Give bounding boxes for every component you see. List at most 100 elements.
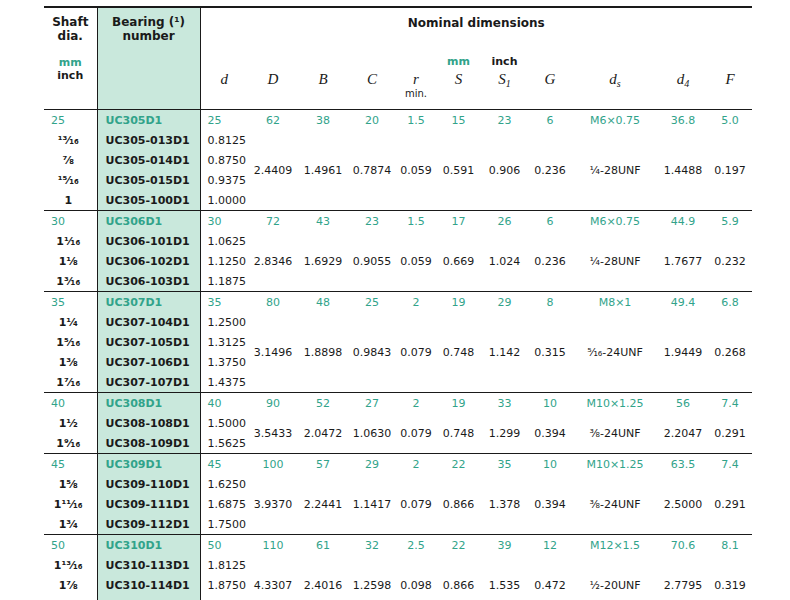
mm-value-S1: 33 (481, 393, 528, 414)
mm-value-F: 7.4 (708, 393, 752, 414)
mm-value-S1: 35 (481, 454, 528, 475)
d-inch-value: 1.5000 (200, 413, 248, 433)
bearing-series: UC307D1 (97, 292, 200, 313)
shaft-inch-value: 1¹⁄₁₆ (44, 231, 97, 251)
col-letter: G (545, 71, 556, 87)
mm-value-S: 17 (436, 211, 481, 232)
mm-value-ds: M10×1.25 (572, 454, 658, 475)
mm-value-B: 61 (298, 535, 348, 556)
mm-value-r: 2.5 (396, 535, 436, 556)
inch-value-G: 0.236 (528, 130, 572, 211)
shaft-inch-value: 1¹⁄₂ (44, 413, 97, 433)
mm-value-S1: 26 (481, 211, 528, 232)
mm-value-B: 52 (298, 393, 348, 414)
inch-value-F: 0.232 (708, 231, 752, 292)
mm-value-G: 10 (528, 393, 572, 414)
inch-value-d4: 2.7795 (658, 555, 708, 600)
inch-value-G: 0.394 (528, 413, 572, 454)
inch-row: 1⁵⁄₈UC309-110D11.62503.93702.24411.14170… (44, 474, 752, 494)
unit-mm-over-S: mm (436, 50, 481, 69)
mm-value-d4: 63.5 (658, 454, 708, 475)
inch-value-r: 0.059 (396, 231, 436, 292)
col-letter-B: B (298, 69, 348, 110)
inch-value-S: 0.866 (436, 474, 481, 535)
inch-value-G: 0.236 (528, 231, 572, 292)
col-letter-d: d (200, 69, 248, 110)
bearing-number: UC305-100D1 (97, 190, 200, 211)
col-letter-d4: d4 (658, 69, 708, 110)
inch-value-r: 0.079 (396, 474, 436, 535)
inch-value-S1: 0.906 (481, 130, 528, 211)
spacer (572, 50, 658, 69)
mm-value-F: 5.0 (708, 110, 752, 131)
inch-value-C: 0.9843 (348, 312, 396, 393)
mm-value-S: 22 (436, 454, 481, 475)
inch-value-d4: 2.2047 (658, 413, 708, 454)
bearing-number: UC310-115D1 (97, 595, 200, 600)
mm-value-d4: 36.8 (658, 110, 708, 131)
d-inch-value: 1.3750 (200, 352, 248, 372)
spacer (396, 50, 436, 69)
inch-value-C: 1.1417 (348, 474, 396, 535)
inch-value-S1: 1.142 (481, 312, 528, 393)
mm-row: 40UC308D1409052272193310M10×1.25567.4 (44, 393, 752, 414)
shaft-mm-value: 30 (44, 211, 97, 232)
bearing-number: UC310-114D1 (97, 575, 200, 595)
inch-value-d4: 1.7677 (658, 231, 708, 292)
mm-value-D: 80 (248, 292, 298, 313)
spacer (348, 50, 396, 69)
mm-value-ds: M6×0.75 (572, 211, 658, 232)
d-inch-value: 0.9375 (200, 170, 248, 190)
inch-value-ds: ¹⁄₄-28UNF (572, 231, 658, 292)
inch-value-ds: ¹⁄₂-20UNF (572, 555, 658, 600)
shaft-inch-value: 1¹⁄₈ (44, 251, 97, 271)
mm-value-ds: M12×1.5 (572, 535, 658, 556)
d-inch-value: 1.2500 (200, 312, 248, 332)
col-letter-G: G (528, 69, 572, 110)
spacer (248, 50, 298, 69)
inch-row: 1¹⁄₄UC307-104D11.25003.14961.88980.98430… (44, 312, 752, 332)
mm-value-r: 1.5 (396, 110, 436, 131)
mm-value-C: 29 (348, 454, 396, 475)
mm-value-D: 62 (248, 110, 298, 131)
inch-value-r: 0.079 (396, 312, 436, 393)
inch-value-S: 0.748 (436, 312, 481, 393)
col-letter: C (367, 71, 377, 87)
col-letter-S1: S1 (481, 69, 528, 110)
bearing-number: UC307-104D1 (97, 312, 200, 332)
inch-row: ¹³⁄₁₆UC305-013D10.81252.44091.49610.7874… (44, 130, 752, 150)
mm-row: 30UC306D1307243231.517266M6×0.7544.95.9 (44, 211, 752, 232)
d-inch-value: 1.7500 (200, 514, 248, 535)
col-letter-D: D (248, 69, 298, 110)
inch-value-C: 0.7874 (348, 130, 396, 211)
inch-value-r: 0.098 (396, 555, 436, 600)
inch-value-S: 0.748 (436, 413, 481, 454)
inch-value-F: 0.319 (708, 555, 752, 600)
shaft-inch-value: 1⁷⁄₈ (44, 575, 97, 595)
mm-value-C: 32 (348, 535, 396, 556)
mm-value-d4: 56 (658, 393, 708, 414)
col-letter: B (318, 71, 327, 87)
col-letter: D (268, 71, 279, 87)
inch-value-S1: 1.378 (481, 474, 528, 535)
col-letter-C: C (348, 69, 396, 110)
inch-value-r: 0.059 (396, 130, 436, 211)
shaft-unit-labels: mminch (44, 56, 97, 82)
shaft-mm-value: 50 (44, 535, 97, 556)
d-mm-value: 30 (200, 211, 248, 232)
bearing-series: UC305D1 (97, 110, 200, 131)
spacer (708, 50, 752, 69)
d-inch-value: 1.4375 (200, 372, 248, 393)
d-inch-value: 0.8125 (200, 130, 248, 150)
inch-value-F: 0.291 (708, 413, 752, 454)
inch-value-D: 2.4409 (248, 130, 298, 211)
mm-value-ds: M6×0.75 (572, 110, 658, 131)
mm-value-d4: 49.4 (658, 292, 708, 313)
mm-value-S1: 29 (481, 292, 528, 313)
shaft-inch-value: 1⁵⁄₈ (44, 474, 97, 494)
col-letter: F (725, 71, 734, 87)
inch-value-D: 3.9370 (248, 474, 298, 535)
d-inch-value: 1.5625 (200, 433, 248, 454)
header-row-top: Shaftdia. mminch Bearing (¹)number Nomin… (44, 7, 752, 50)
shaft-inch-value: 1³⁄₄ (44, 514, 97, 535)
